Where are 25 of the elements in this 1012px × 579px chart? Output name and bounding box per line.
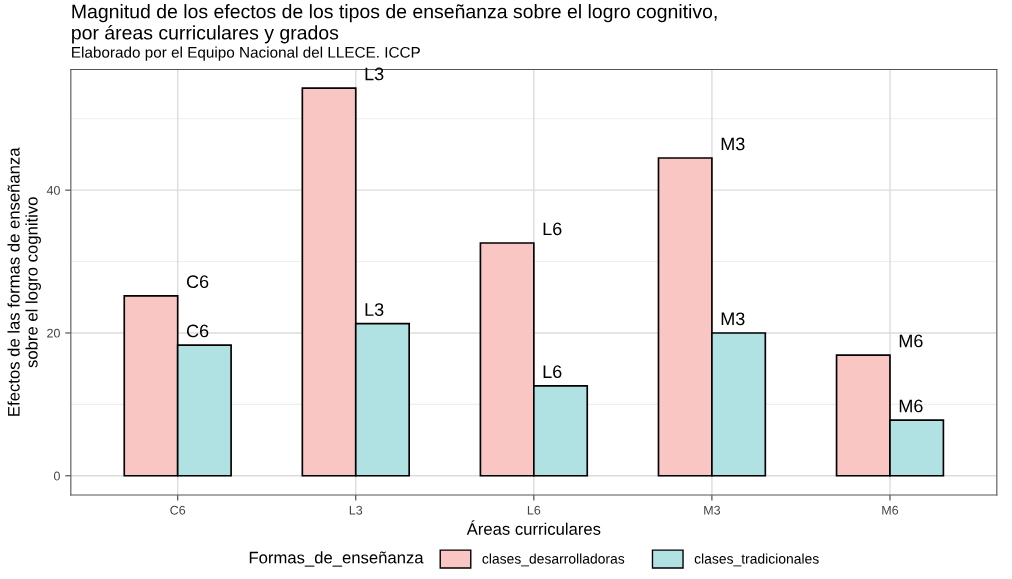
annotation: L3: [365, 67, 384, 81]
annotation: M6: [899, 334, 923, 348]
annotation: L6: [543, 222, 562, 236]
annotation: M6: [899, 399, 923, 413]
annotation: M3: [721, 312, 745, 326]
y-tick-label: 20: [47, 328, 60, 338]
annotation: L6: [543, 365, 562, 379]
annotation: M3: [721, 137, 745, 151]
y-axis-title: Efectos de las formas de enseñanza sobre el logro cognitivo: [7, 147, 41, 416]
chart-title: Magnitud de los efectos de los tipos de enseñanza sobre el logro cognitivo, por áreas curriculares y grados: [72, 4, 717, 44]
legend-label: clases_tradicionales: [694, 553, 819, 567]
x-tick-label: L6: [527, 505, 541, 515]
chart-subtitle: Elaborado por el Equipo Nacional del LLECE. ICCP: [72, 46, 420, 61]
annotation: C6: [186, 324, 209, 338]
x-axis-title: Áreas curriculares: [466, 520, 601, 535]
y-tick-label: 0: [53, 471, 60, 481]
legend-label: clases_desarrolladoras: [482, 553, 625, 567]
x-tick-label: M3: [704, 505, 721, 515]
y-tick-label: 40: [46, 185, 60, 195]
x-tick-label: L3: [349, 505, 363, 515]
legend-title: Formas_de_enseñanza: [249, 551, 424, 567]
x-tick-label: M6: [882, 505, 899, 515]
x-tick-label: C6: [170, 505, 186, 515]
annotation: L3: [365, 303, 384, 316]
annotation: C6: [186, 275, 209, 289]
